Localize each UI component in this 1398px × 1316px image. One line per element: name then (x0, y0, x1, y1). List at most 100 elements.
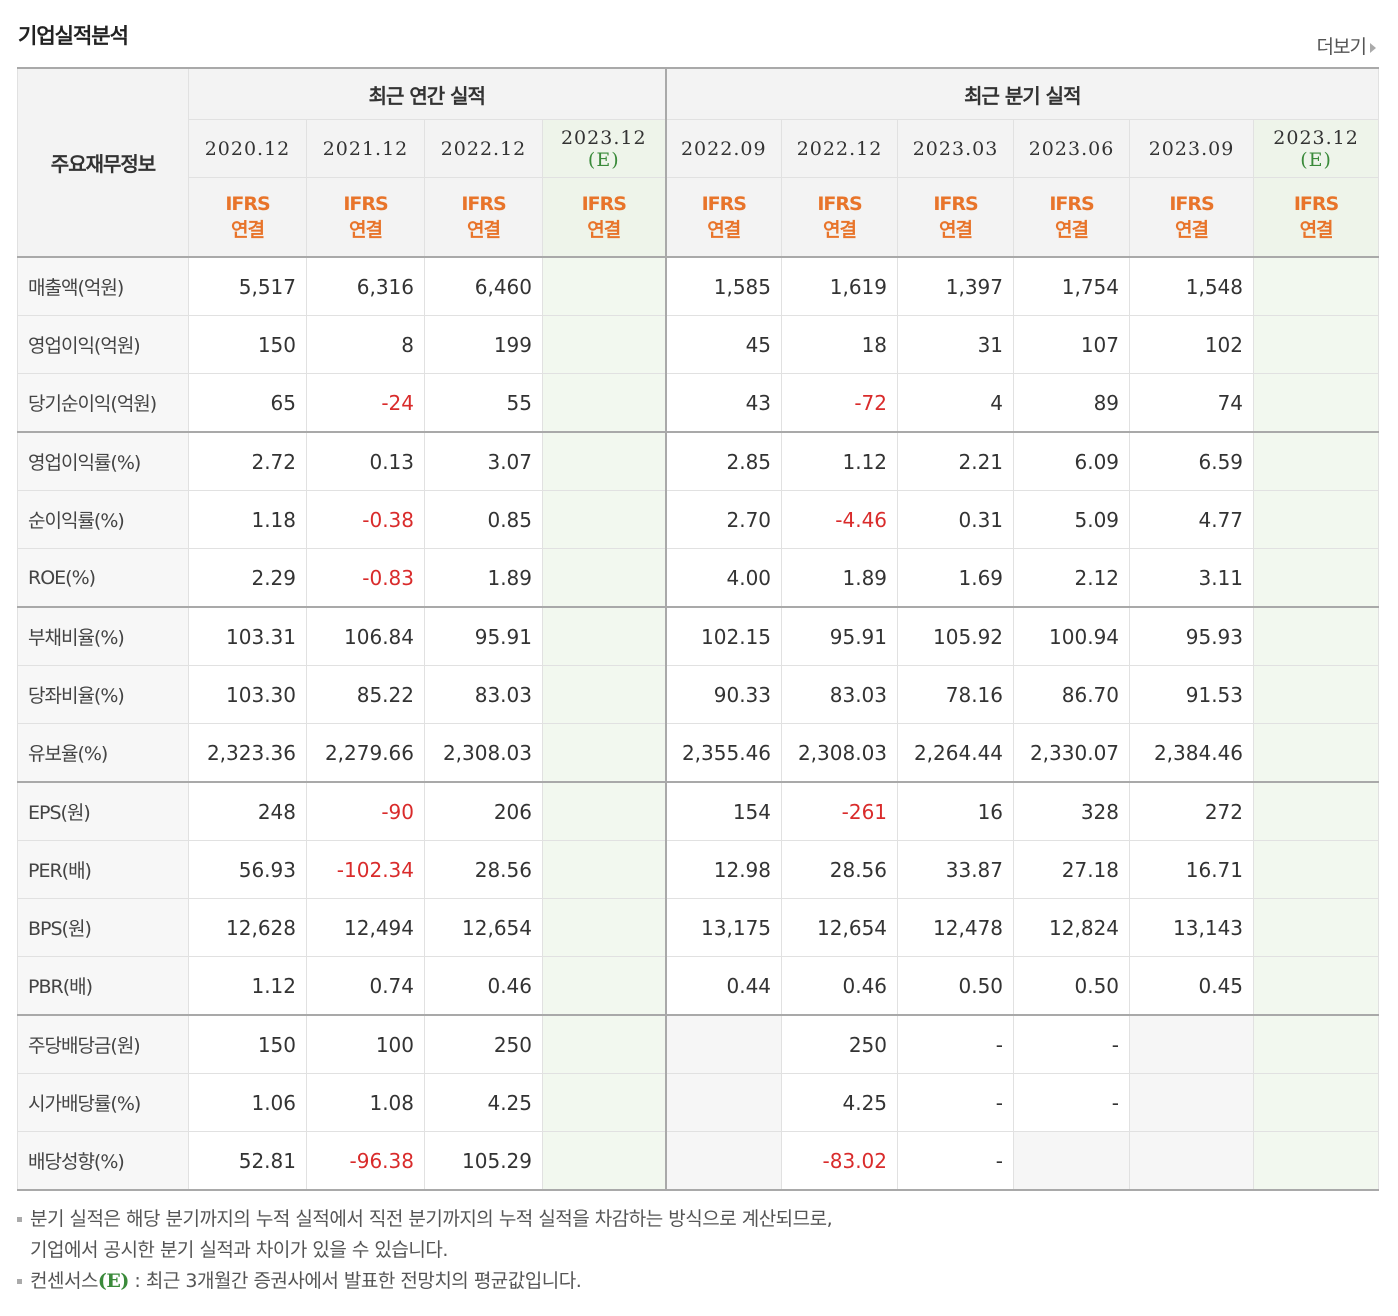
table-cell: -72 (781, 373, 899, 433)
table-cell (1253, 840, 1380, 899)
consolidated-label: 연결 (231, 219, 265, 241)
table-cell: 0.46 (781, 956, 899, 1016)
table-cell: 2.12 (1013, 548, 1131, 608)
table-cell: 95.91 (781, 606, 899, 666)
table-cell (541, 606, 667, 666)
arrow-right-icon (1370, 42, 1376, 53)
table-cell: 2.29 (188, 548, 307, 608)
table-cell: 2.85 (664, 431, 783, 491)
table-cell (541, 956, 667, 1016)
table-cell: 100.94 (1013, 606, 1131, 666)
table-cell (1253, 723, 1380, 783)
consolidated-label: 연결 (823, 219, 857, 241)
table-row: 당기순이익(억원) 65 -24 55 43 -72 4 89 74 (17, 373, 1380, 433)
bullet-icon (17, 1279, 22, 1284)
table-cell (541, 1014, 667, 1074)
table-cell: 13,143 (1129, 898, 1255, 957)
table-cell (1129, 1073, 1255, 1132)
table-row: ROE(%) 2.29 -0.83 1.89 4.00 1.89 1.69 2.12 3.11 (17, 548, 1380, 608)
ifrs-label: IFRS (1293, 193, 1339, 215)
table-cell: 74 (1129, 373, 1255, 433)
consolidated-label: 연결 (939, 219, 973, 241)
date-header: 2022.12 (781, 119, 899, 178)
table-cell: -96.38 (306, 1131, 425, 1191)
table-cell (1253, 256, 1380, 316)
annual-group-header: 최근 연간 실적 (187, 67, 667, 120)
table-cell (541, 1073, 667, 1132)
table-row: 주당배당금(원) 150 100 250 250- - (17, 1014, 1380, 1074)
date-header: 2022.09 (664, 119, 783, 178)
table-cell (541, 840, 667, 899)
date-header: 2022.12 (424, 119, 543, 178)
quarter-group-header: 최근 분기 실적 (664, 67, 1380, 120)
table-cell: 0.46 (424, 956, 543, 1016)
table-row: 유보율(%) 2,323.36 2,279.66 2,308.03 2,355.46 2,… (17, 723, 1380, 783)
table-cell: 0.45 (1129, 956, 1255, 1016)
date-header: 2023.03 (897, 119, 1015, 178)
table-cell: -102.34 (306, 840, 425, 899)
table-cell: 4 (897, 373, 1015, 433)
row-label: EPS(원) (17, 781, 189, 841)
ifrs-label: IFRS (581, 193, 627, 215)
date-label: 2023.12 (560, 126, 647, 149)
table-cell: 91.53 (1129, 665, 1255, 724)
table-cell (541, 665, 667, 724)
table-cell: -4.46 (781, 490, 899, 549)
table-cell: 6,460 (424, 256, 543, 316)
estimate-mark: (E) (587, 148, 620, 171)
table-cell: 1.89 (424, 548, 543, 608)
table-cell: 250 (424, 1014, 543, 1074)
table-cell: 150 (188, 1014, 307, 1074)
date-label: 2023.12 (1273, 126, 1359, 149)
table-cell: 33.87 (897, 840, 1015, 899)
table-cell: 2.21 (897, 431, 1015, 491)
table-cell: 4.25 (781, 1073, 899, 1132)
table-cell: 6.09 (1013, 431, 1131, 491)
table-cell (541, 723, 667, 783)
table-cell (1253, 606, 1380, 666)
table-cell: 102.15 (664, 606, 783, 666)
table-cell: 16 (897, 781, 1015, 841)
table-cell (1129, 1014, 1255, 1074)
table-cell: 52.81 (188, 1131, 307, 1191)
table-cell: 2,384.46 (1129, 723, 1255, 783)
row-label: 시가배당률(%) (17, 1073, 189, 1132)
date-header: 2020.12 (188, 119, 307, 178)
date-label: 2023.06 (1028, 137, 1115, 160)
table-cell: 83.03 (424, 665, 543, 724)
bullet-icon (17, 1217, 22, 1222)
table-cell: 5.09 (1013, 490, 1131, 549)
more-link[interactable]: 더보기 (1317, 32, 1376, 59)
ifrs-header: IFRS 연결 (781, 177, 899, 258)
table-row: 영업이익률(%) 2.72 0.13 3.07 2.85 1.12 2.21 6.09 6.59 (17, 431, 1380, 491)
date-label: 2021.12 (322, 137, 409, 160)
ifrs-header: IFRS 연결 (306, 177, 425, 258)
row-label: 주당배당금(원) (17, 1014, 189, 1074)
table-cell: 45 (664, 315, 783, 374)
table-cell: 12,654 (424, 898, 543, 957)
table-cell: 2,323.36 (188, 723, 307, 783)
table-cell: 85.22 (306, 665, 425, 724)
table-cell: 150 (188, 315, 307, 374)
table-row: 당좌비율(%) 103.30 85.22 83.03 90.33 83.03 78.16 86… (17, 665, 1380, 724)
table-cell: 12,478 (897, 898, 1015, 957)
table-cell: 2,264.44 (897, 723, 1015, 783)
table-cell: 18 (781, 315, 899, 374)
table-cell: 1.18 (188, 490, 307, 549)
table-cell: 28.56 (781, 840, 899, 899)
date-header: 2023.06 (1013, 119, 1131, 178)
table-cell (1253, 956, 1380, 1016)
table-cell: 1.06 (188, 1073, 307, 1132)
note-1-cont: 기업에서 공시한 분기 실적과 차이가 있을 수 있습니다. (30, 1239, 448, 1261)
table-cell: 86.70 (1013, 665, 1131, 724)
table-cell: 105.29 (424, 1131, 543, 1191)
row-label: 매출액(억원) (17, 256, 189, 316)
table-cell: -90 (306, 781, 425, 841)
table-cell: 1,754 (1013, 256, 1131, 316)
ifrs-label: IFRS (461, 193, 506, 215)
row-label: BPS(원) (17, 898, 189, 957)
table-cell: 4.25 (424, 1073, 543, 1132)
table-cell (1253, 1073, 1380, 1132)
table-cell: 250 (781, 1014, 899, 1074)
row-label: 당기순이익(억원) (17, 373, 189, 433)
